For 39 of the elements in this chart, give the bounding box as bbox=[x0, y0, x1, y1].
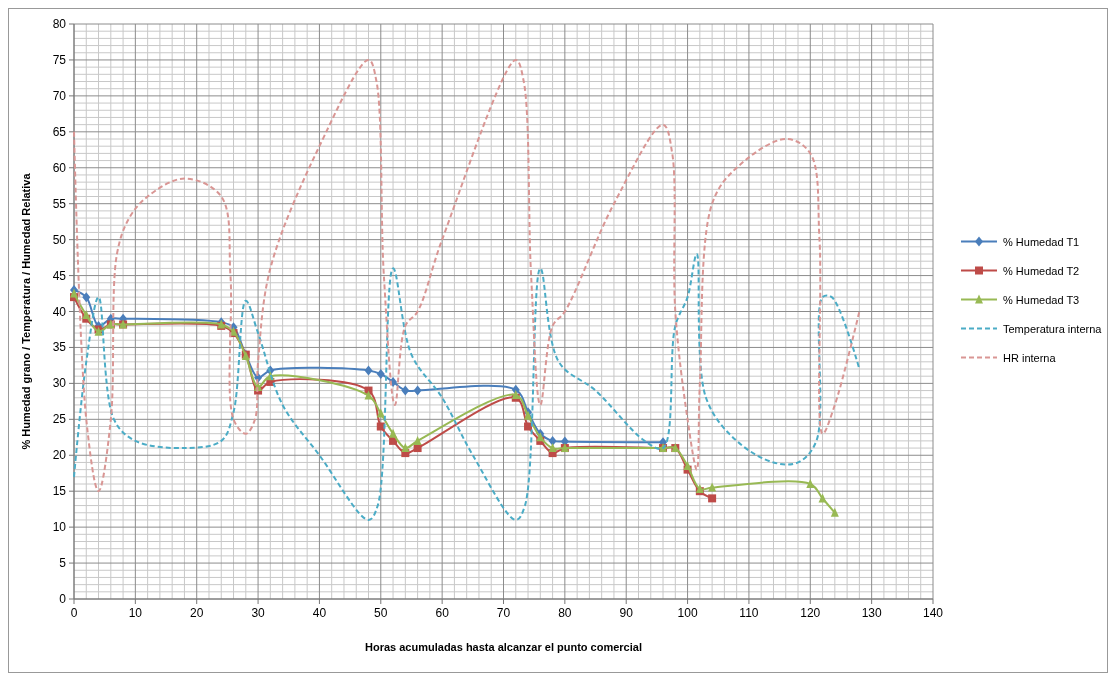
y-tick-label: 70 bbox=[52, 88, 67, 103]
x-tick-label: 10 bbox=[128, 606, 143, 620]
x-tick-label: 30 bbox=[251, 606, 266, 620]
legend-label: Temperatura interna bbox=[1003, 322, 1103, 335]
legend-label: % Humedad T3 bbox=[1003, 293, 1080, 306]
y-tick-label: 30 bbox=[52, 376, 67, 391]
x-tick-label: 60 bbox=[435, 606, 450, 620]
x-axis-title: Horas acumuladas hasta alcanzar el punto comercial bbox=[365, 641, 642, 653]
x-tick-label: 40 bbox=[312, 606, 327, 620]
x-tick-label: 90 bbox=[619, 606, 634, 620]
y-tick-label: 40 bbox=[52, 304, 67, 319]
x-tick-label: 20 bbox=[190, 606, 204, 620]
x-tick-label: 70 bbox=[496, 606, 511, 620]
y-tick-label: 75 bbox=[52, 52, 67, 67]
y-tick-label: 10 bbox=[52, 520, 67, 535]
y-tick-label: 50 bbox=[52, 232, 67, 247]
y-tick-label: 0 bbox=[59, 592, 67, 606]
y-tick-label: 15 bbox=[52, 484, 67, 499]
y-axis-title: % Humedad grano / Temperatura / Humedad Relativa bbox=[20, 172, 32, 450]
x-tick-label: 110 bbox=[739, 606, 759, 620]
legend-label: HR interna bbox=[1003, 351, 1057, 364]
x-tick-label: 120 bbox=[800, 606, 821, 620]
y-tick-label: 35 bbox=[52, 340, 67, 355]
x-tick-label: 0 bbox=[70, 606, 78, 620]
x-tick-label: 80 bbox=[558, 606, 572, 620]
y-tick-label: 5 bbox=[59, 556, 67, 571]
x-tick-label: 100 bbox=[677, 606, 698, 620]
y-tick-label: 60 bbox=[52, 160, 67, 175]
legend-label: % Humedad T1 bbox=[1003, 235, 1080, 248]
y-tick-label: 20 bbox=[52, 448, 67, 463]
x-tick-label: 130 bbox=[861, 606, 882, 620]
y-tick-label: 55 bbox=[52, 196, 67, 211]
y-tick-label: 25 bbox=[52, 412, 67, 427]
y-tick-label: 80 bbox=[52, 17, 67, 31]
y-tick-label: 65 bbox=[52, 124, 67, 139]
x-tick-label: 140 bbox=[922, 606, 944, 620]
y-tick-label: 45 bbox=[52, 268, 67, 283]
legend-label: % Humedad T2 bbox=[1003, 264, 1080, 277]
x-tick-label: 50 bbox=[374, 606, 388, 620]
